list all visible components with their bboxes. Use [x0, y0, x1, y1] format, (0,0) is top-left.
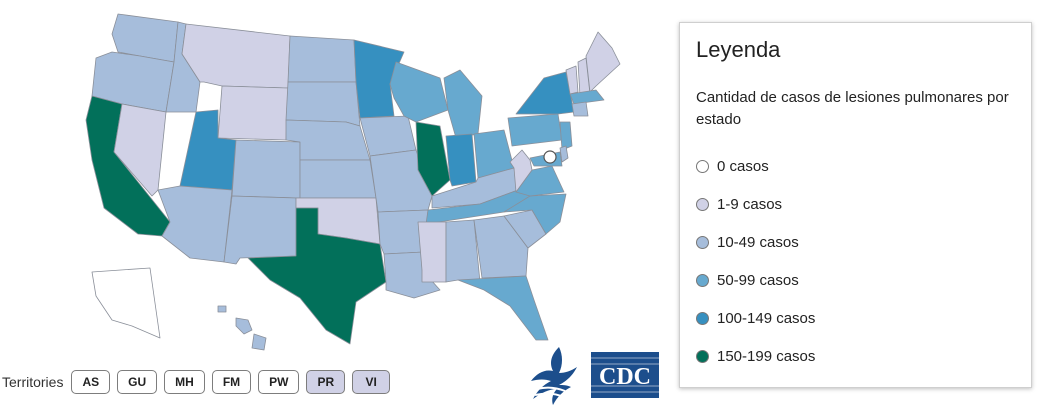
territory-button-gu[interactable]: GU — [117, 370, 158, 394]
state-ak[interactable] — [91, 267, 161, 339]
legend-item-label: 1-9 casos — [717, 195, 783, 213]
territories-label: Territories — [2, 374, 64, 390]
state-hi-island[interactable] — [251, 333, 267, 351]
state-il[interactable] — [415, 121, 451, 197]
legend-swatch — [696, 159, 709, 173]
legend-panel: Leyenda Cantidad de casos de lesiones pu… — [679, 22, 1032, 388]
state-wi[interactable] — [389, 61, 449, 123]
state-ks[interactable] — [299, 159, 377, 199]
state-ny[interactable] — [515, 71, 575, 115]
us-choropleth-map — [85, 13, 621, 351]
state-mi[interactable] — [443, 69, 483, 139]
state-mn[interactable] — [353, 39, 405, 119]
cdc-logo: CDC — [591, 352, 659, 398]
state-ga[interactable] — [473, 215, 529, 279]
state-pa[interactable] — [507, 113, 563, 147]
legend-item-label: 0 casos — [717, 157, 769, 175]
state-sd[interactable] — [285, 81, 361, 127]
state-ct[interactable] — [571, 101, 589, 117]
state-ia[interactable] — [359, 115, 417, 157]
legend-item-label: 150-199 casos — [717, 347, 816, 365]
hhs-eagle-logo — [531, 347, 577, 405]
legend-item: 150-199 casos — [696, 337, 1015, 375]
territory-button-fm[interactable]: FM — [211, 370, 252, 394]
legend-item: 100-149 casos — [696, 299, 1015, 337]
territories-bar: Territories AS GU MH FM PW PR VI — [2, 370, 391, 394]
legend-item-label: 100-149 casos — [717, 309, 816, 327]
state-wv[interactable] — [509, 149, 533, 193]
legend-title: Leyenda — [696, 37, 781, 62]
legend-subtitle: Cantidad de casos de lesiones pulmonares… — [696, 89, 1009, 128]
legend-swatch — [696, 197, 709, 211]
legend-item-label: 50-99 casos — [717, 271, 799, 289]
state-hi-island[interactable] — [217, 305, 227, 313]
legend-swatch — [696, 235, 709, 249]
state-dc-marker[interactable] — [543, 150, 557, 164]
legend-item: 0 casos — [696, 147, 1015, 185]
territory-button-mh[interactable]: MH — [164, 370, 205, 394]
state-ma[interactable] — [569, 89, 605, 105]
state-nd[interactable] — [287, 35, 357, 83]
territory-button-pr[interactable]: PR — [306, 370, 346, 394]
legend-items: 0 casos 1-9 casos 10-49 casos 50-99 casos 10… — [696, 147, 1015, 375]
state-mt[interactable] — [181, 23, 291, 89]
state-ms[interactable] — [417, 221, 447, 283]
legend-item: 50-99 casos — [696, 261, 1015, 299]
cdc-logo-text: CDC — [599, 364, 651, 390]
legend-swatch — [696, 273, 709, 287]
state-hi[interactable] — [235, 317, 253, 335]
legend-item: 10-49 casos — [696, 223, 1015, 261]
map-area: Territories AS GU MH FM PW PR VI CDC — [2, 13, 659, 405]
state-fl[interactable] — [457, 275, 549, 341]
state-nm[interactable] — [223, 195, 297, 265]
territory-button-pw[interactable]: PW — [258, 370, 300, 394]
territory-button-as[interactable]: AS — [71, 370, 111, 394]
state-in[interactable] — [445, 133, 477, 187]
legend-item-label: 10-49 casos — [717, 233, 799, 251]
territory-button-vi[interactable]: VI — [352, 370, 391, 394]
state-wy[interactable] — [217, 85, 289, 141]
legend-swatch — [696, 311, 709, 325]
state-az[interactable] — [157, 185, 233, 263]
legend-item: 1-9 casos — [696, 185, 1015, 223]
state-de[interactable] — [559, 145, 569, 163]
state-me[interactable] — [585, 31, 621, 93]
state-co[interactable] — [231, 139, 301, 199]
legend-swatch — [696, 349, 709, 363]
state-tx[interactable] — [247, 207, 387, 345]
state-nv[interactable] — [113, 103, 167, 197]
state-vt[interactable] — [565, 65, 579, 95]
state-nj[interactable] — [559, 121, 573, 151]
